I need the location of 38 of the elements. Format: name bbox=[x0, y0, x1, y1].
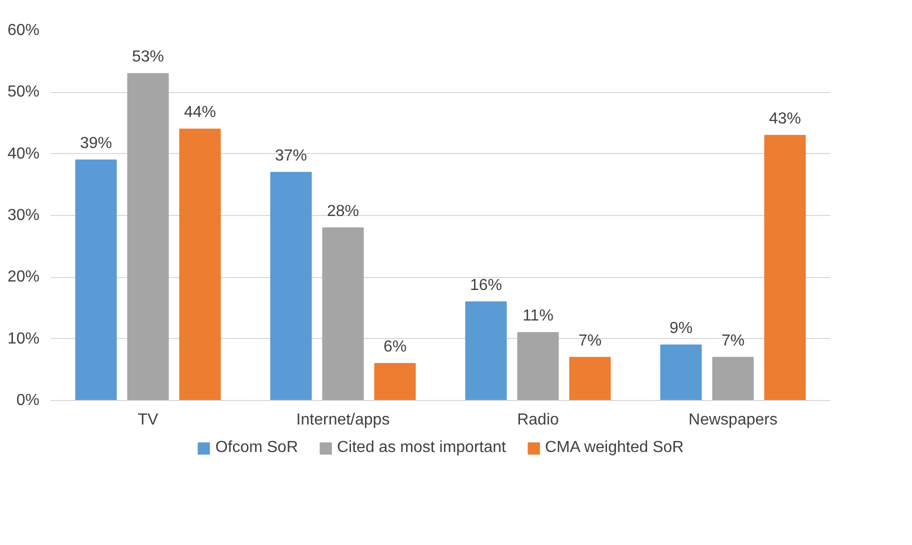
x-tick-label: Newspapers bbox=[688, 412, 778, 428]
y-tick-label: 60% bbox=[7, 22, 40, 39]
data-label: 6% bbox=[383, 338, 407, 356]
bar bbox=[322, 227, 364, 400]
bar bbox=[517, 332, 559, 400]
bar bbox=[270, 172, 312, 400]
y-tick-label: 30% bbox=[7, 207, 40, 224]
bar bbox=[569, 356, 611, 400]
bar bbox=[660, 344, 702, 400]
y-tick-label: 50% bbox=[7, 84, 40, 101]
legend-label: Cited as most important bbox=[337, 439, 506, 457]
bar bbox=[127, 73, 169, 400]
data-label: 43% bbox=[768, 110, 802, 128]
data-label: 39% bbox=[80, 135, 112, 152]
bar bbox=[712, 356, 754, 400]
data-label: 16% bbox=[470, 276, 502, 294]
legend-label: Ofcom SoR bbox=[215, 439, 298, 457]
data-label: 11% bbox=[522, 308, 554, 325]
data-label: 7% bbox=[578, 332, 602, 350]
bar bbox=[465, 301, 507, 400]
x-tick-label: Radio bbox=[517, 412, 560, 428]
data-label: 44% bbox=[184, 104, 216, 122]
data-label: 37% bbox=[274, 147, 308, 164]
bar bbox=[179, 128, 221, 400]
bar bbox=[764, 134, 806, 400]
bar bbox=[374, 363, 416, 400]
data-label: 28% bbox=[326, 202, 360, 220]
x-tick-label: TV bbox=[138, 412, 159, 428]
y-tick-label: 10% bbox=[7, 330, 40, 348]
y-tick-label: 0% bbox=[16, 392, 40, 409]
y-tick-label: 20% bbox=[7, 268, 40, 286]
data-label: 53% bbox=[132, 48, 164, 66]
x-tick-label: Internet/apps bbox=[296, 412, 390, 428]
bar bbox=[75, 160, 117, 400]
y-tick-label: 40% bbox=[7, 145, 40, 162]
legend-label: CMA weighted SoR bbox=[544, 439, 684, 457]
data-label: 9% bbox=[669, 320, 693, 337]
data-label: 7% bbox=[721, 332, 745, 350]
